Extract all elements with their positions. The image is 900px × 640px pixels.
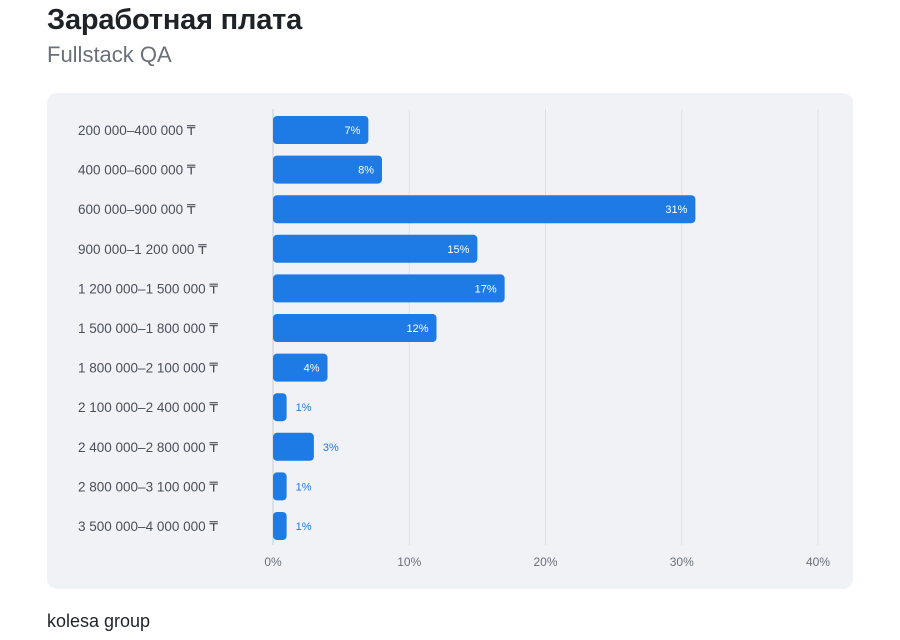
bar-value-label: 8% [358, 165, 374, 177]
category-label: 1 500 000–1 800 000 ₸ [78, 321, 218, 336]
bar [273, 116, 369, 144]
category-label: 1 200 000–1 500 000 ₸ [78, 281, 218, 296]
bar [273, 353, 328, 382]
bar-value-label: 15% [447, 244, 469, 256]
category-label: 900 000–1 200 000 ₸ [78, 242, 207, 257]
salary-bar-chart: 0% 10% 20% 30% 40% 200 000–400 000 ₸ 7% 400 000… [78, 109, 830, 569]
x-tick-label: 40% [806, 555, 830, 569]
bar-value-label: 31% [665, 204, 687, 216]
x-tick-label: 0% [264, 555, 282, 569]
bar [273, 195, 696, 224]
category-label: 2 400 000–2 800 000 ₸ [78, 440, 218, 455]
category-label: 3 500 000–4 000 000 ₸ [78, 519, 218, 534]
x-tick-label: 30% [670, 555, 694, 569]
bar-value-label: 3% [323, 442, 339, 454]
bar [273, 314, 437, 342]
bar-value-label: 7% [344, 125, 360, 137]
category-label: 200 000–400 000 ₸ [78, 123, 196, 138]
bar [273, 512, 287, 540]
x-tick-label: 10% [397, 555, 421, 569]
bar [273, 274, 505, 303]
bar [273, 472, 287, 501]
brand-logo-text: kolesa group [47, 611, 151, 631]
x-tick-label: 20% [533, 555, 557, 569]
category-label: 2 100 000–2 400 000 ₸ [78, 400, 218, 415]
bar [273, 155, 382, 184]
bar-value-label: 1% [296, 481, 312, 493]
bar-value-label: 4% [304, 363, 320, 375]
bar [273, 432, 314, 461]
bar-value-label: 1% [296, 521, 312, 533]
bar-value-label: 17% [475, 283, 497, 295]
bar [273, 393, 287, 422]
page-title: Заработная плата [47, 4, 303, 36]
bar [273, 234, 478, 263]
category-label: 2 800 000–3 100 000 ₸ [78, 479, 218, 494]
category-label: 400 000–600 000 ₸ [78, 163, 196, 178]
chart-panel: 0% 10% 20% 30% 40% 200 000–400 000 ₸ 7% 400 000… [47, 93, 853, 589]
bar-value-label: 12% [406, 323, 428, 335]
category-label: 1 800 000–2 100 000 ₸ [78, 361, 218, 376]
category-label: 600 000–900 000 ₸ [78, 202, 196, 217]
page-subtitle: Fullstack QA [47, 42, 172, 67]
bar-value-label: 1% [296, 402, 312, 414]
